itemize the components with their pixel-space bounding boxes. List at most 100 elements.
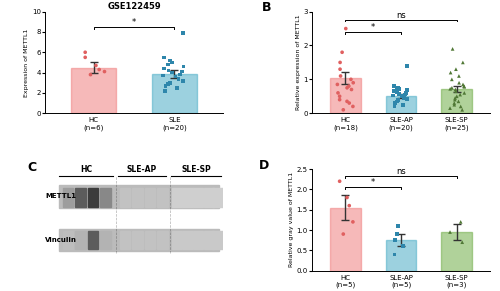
Point — [459, 82, 467, 87]
Point — [399, 244, 407, 249]
Point — [159, 73, 167, 78]
Bar — [158, 188, 168, 207]
Point — [446, 70, 454, 75]
Text: B: B — [262, 1, 272, 15]
Point — [398, 94, 406, 99]
Point — [452, 67, 460, 72]
Bar — [152, 74, 196, 113]
Point — [395, 92, 403, 96]
Point — [446, 230, 454, 234]
Point — [459, 60, 467, 65]
Point — [458, 240, 466, 244]
Point — [161, 88, 169, 93]
Point — [336, 94, 344, 99]
Text: Vinculin: Vinculin — [45, 237, 77, 243]
Point — [336, 67, 344, 72]
Point — [453, 94, 461, 99]
Text: SLE-AP: SLE-AP — [127, 165, 157, 174]
Point — [400, 96, 408, 100]
Point — [100, 69, 108, 74]
Point — [456, 92, 464, 97]
Point — [334, 91, 342, 95]
Point — [166, 80, 174, 85]
Point — [458, 107, 466, 112]
Point — [173, 86, 181, 90]
Point — [452, 89, 460, 93]
Bar — [212, 231, 223, 249]
Point — [348, 87, 356, 92]
Point — [178, 69, 186, 74]
Bar — [88, 188, 98, 207]
Point — [403, 88, 411, 93]
Bar — [193, 231, 203, 249]
Point — [451, 96, 459, 100]
Point — [342, 26, 350, 31]
Point — [340, 232, 347, 236]
Text: ns: ns — [396, 10, 406, 19]
Bar — [76, 188, 86, 207]
Bar — [386, 96, 416, 113]
Point — [460, 84, 468, 89]
Bar — [63, 188, 74, 207]
Point — [345, 101, 353, 105]
Text: C: C — [27, 161, 36, 174]
Bar — [72, 68, 116, 113]
Point — [392, 99, 400, 104]
Text: *: * — [371, 178, 376, 187]
Point — [179, 31, 187, 35]
Bar — [132, 188, 142, 207]
Point — [345, 203, 353, 208]
Point — [174, 76, 182, 81]
Point — [168, 60, 176, 65]
Text: *: * — [132, 18, 136, 27]
Bar — [193, 188, 203, 207]
Bar — [59, 229, 220, 251]
Bar — [76, 231, 86, 249]
Bar — [330, 78, 360, 113]
Point — [456, 219, 464, 224]
Point — [81, 55, 89, 60]
Point — [86, 72, 94, 77]
Bar — [386, 240, 416, 271]
Bar — [88, 231, 98, 249]
Y-axis label: Expression of METTL1: Expression of METTL1 — [24, 28, 29, 97]
Bar — [100, 188, 110, 207]
Point — [402, 91, 410, 95]
Point — [448, 47, 456, 51]
Point — [390, 84, 398, 88]
Point — [448, 77, 456, 82]
Point — [336, 60, 344, 65]
Point — [455, 80, 463, 85]
Point — [336, 179, 344, 184]
Point — [394, 223, 402, 228]
Point — [460, 84, 468, 88]
Point — [347, 77, 355, 82]
Point — [179, 78, 187, 83]
Bar — [63, 231, 74, 249]
Point — [336, 97, 344, 102]
Point — [349, 80, 357, 85]
Point — [456, 104, 464, 109]
Bar — [442, 89, 472, 113]
Title: GSE122459: GSE122459 — [107, 2, 161, 11]
Bar — [158, 231, 168, 249]
Bar — [172, 231, 182, 249]
Point — [399, 102, 407, 107]
Text: ns: ns — [396, 168, 406, 176]
Bar — [132, 231, 142, 249]
Point — [452, 87, 460, 92]
Point — [164, 81, 172, 86]
Bar — [172, 188, 182, 207]
Point — [334, 82, 342, 87]
Point — [176, 72, 184, 77]
Point — [390, 104, 398, 109]
Point — [403, 97, 411, 101]
Point — [95, 67, 103, 72]
Bar — [120, 188, 130, 207]
Point — [450, 101, 458, 105]
Point — [338, 50, 346, 55]
Point — [402, 63, 410, 68]
Bar — [59, 185, 220, 208]
Y-axis label: Relative gray value of METTL1: Relative gray value of METTL1 — [289, 172, 294, 267]
Bar — [145, 188, 155, 207]
